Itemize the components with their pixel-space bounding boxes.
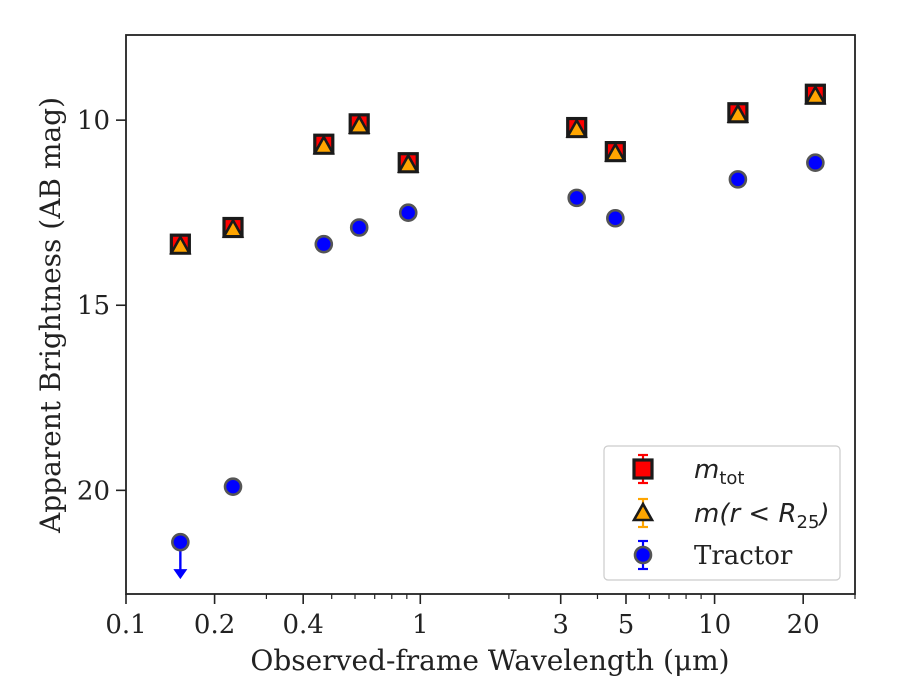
data-point-circle [728,170,748,189]
legend-box [603,445,841,581]
x-tick-label: 0.2 [194,610,235,640]
data-point-triangle [726,102,750,123]
x-tick-label: 0.1 [105,610,146,640]
data-point-triangle [312,134,336,155]
legend-marker-square [632,458,654,480]
data-point-triangle [804,84,827,105]
data-point-circle [567,188,587,208]
x-tick-label: 1 [412,610,429,640]
data-marks [169,83,827,580]
data-point-triangle [604,141,627,162]
series-square [169,83,826,255]
x-tick-label: 0.4 [283,610,324,640]
data-point-triangle [169,234,192,255]
legend-label: m(r < R25) [694,499,830,533]
legend-label: Tractor [694,541,793,571]
data-point-circle [606,208,625,228]
legend: mtot m(r < R25) Tractor [603,445,841,581]
y-tick-label: 15 [77,291,110,321]
series-triangle [169,84,827,255]
x-tick-label: 3 [552,610,569,640]
data-point-circle [398,203,418,222]
y-tick-label: 20 [77,476,110,506]
legend-marker-circle [633,545,653,565]
data-point-circle [314,234,334,254]
x-tick-label: 20 [787,610,820,640]
data-point-triangle [221,217,245,238]
arrow-head [173,569,188,580]
x-tick-label: 5 [618,610,635,640]
legend-marker-triangle [631,501,655,522]
x-axis-label: Observed-frame Wavelength (μm) [250,644,729,677]
data-point-circle [806,153,825,173]
plot-frame [125,34,856,595]
data-point-triangle [397,152,420,173]
data-point-triangle [565,117,588,138]
legend-label: mtot [694,455,744,489]
axis-ticks: 0.1 0.2 0.4 1 3 5 10 20 10 15 20 [77,106,856,640]
series-circle [171,153,825,580]
data-point-circle [223,477,243,496]
data-point-circle [171,532,190,552]
x-tick-label: 10 [698,610,731,640]
y-tick-label: 10 [77,106,110,136]
data-point-triangle [347,114,371,134]
data-point-circle [349,218,369,237]
y-axis-label: Apparent Brightness (AB mag) [34,97,67,534]
